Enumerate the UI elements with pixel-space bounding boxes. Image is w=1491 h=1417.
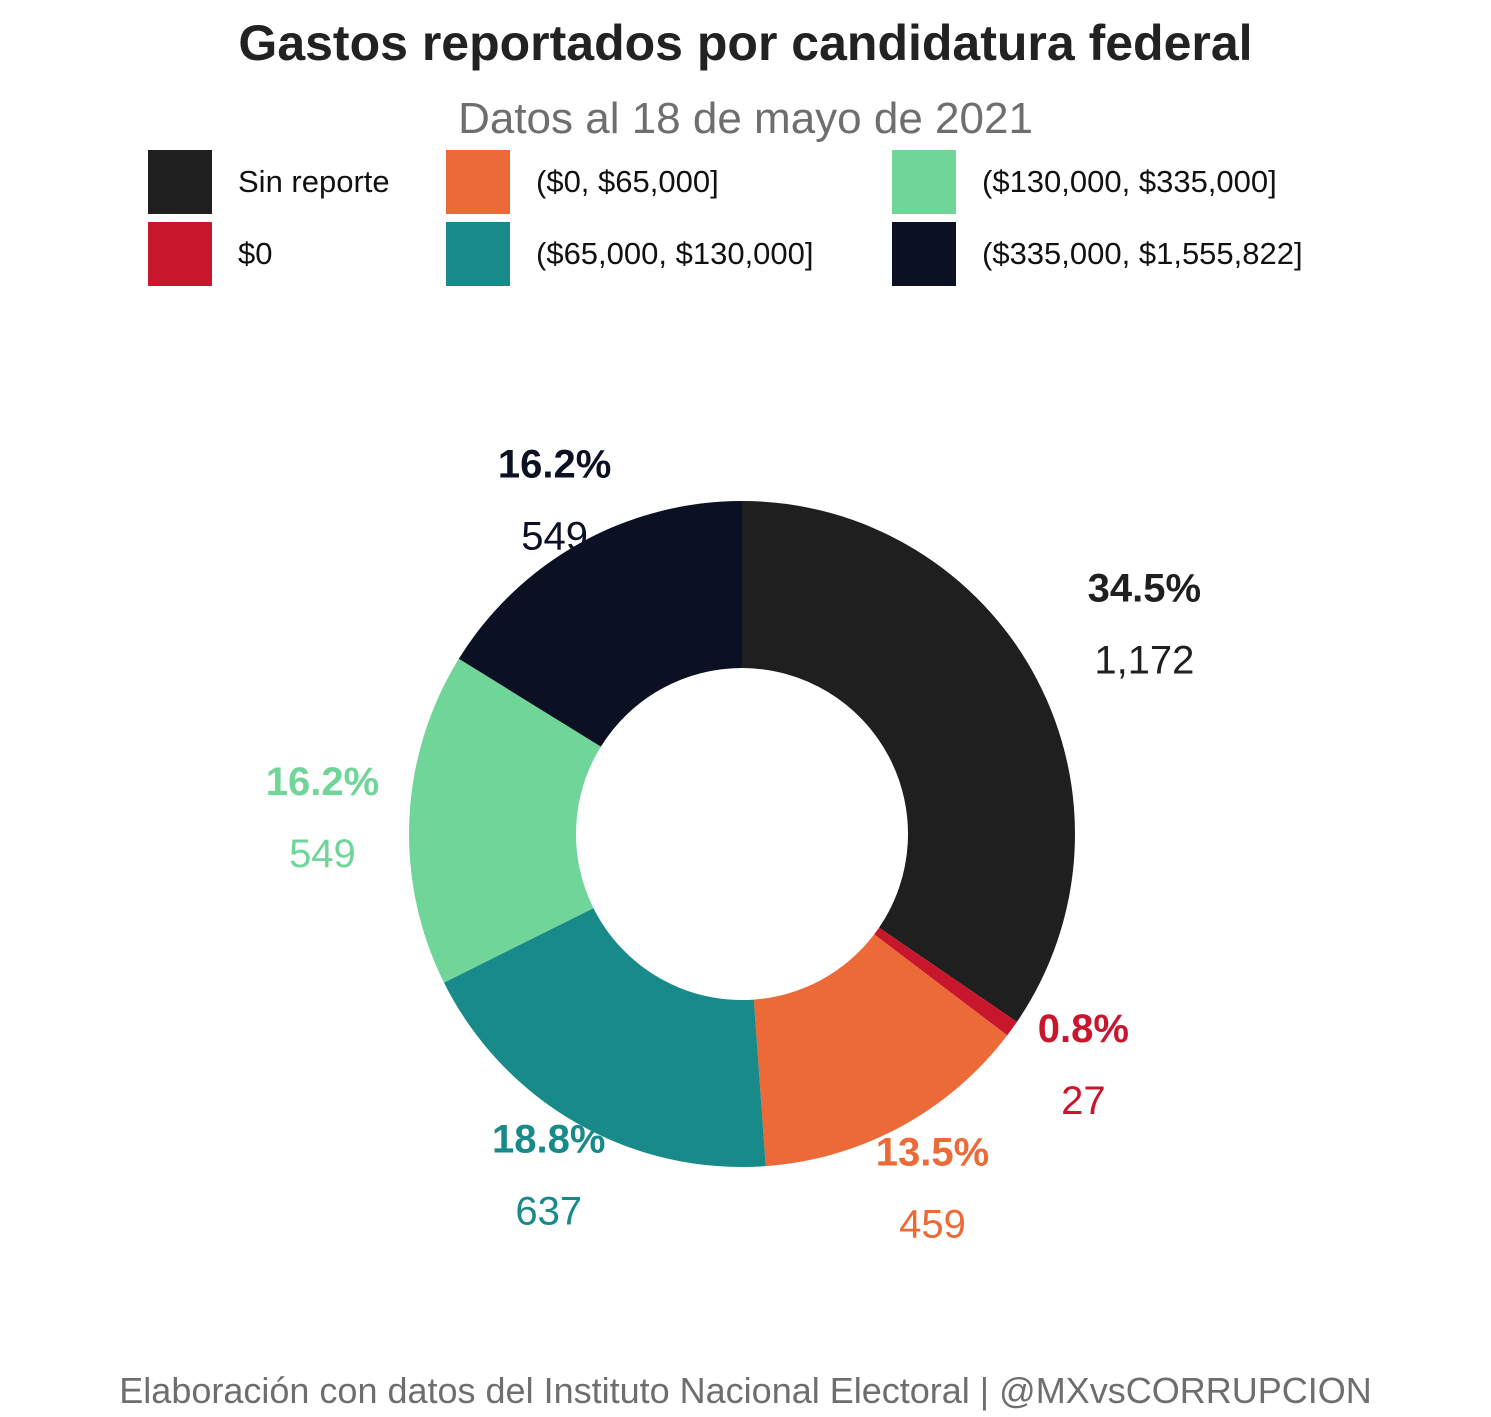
percent-label: 16.2% xyxy=(266,760,379,804)
legend-swatch xyxy=(148,222,212,286)
source-caption: Elaboración con datos del Instituto Naci… xyxy=(119,1370,1372,1411)
legend-label: $0 xyxy=(238,236,273,271)
legend-label: ($130,000, $335,000] xyxy=(982,164,1277,199)
slice-65000-130000 xyxy=(443,908,766,1167)
percent-label: 34.5% xyxy=(1088,567,1201,611)
legend-label: ($335,000, $1,555,822] xyxy=(982,236,1303,271)
legend-swatch xyxy=(892,150,956,214)
legend-swatch xyxy=(446,222,510,286)
slice-335000-1555822 xyxy=(458,501,742,747)
percent-label: 0.8% xyxy=(1038,1007,1129,1051)
count-label: 637 xyxy=(515,1190,582,1234)
slice-0-65000 xyxy=(753,934,1008,1167)
legend-label: ($65,000, $130,000] xyxy=(536,236,814,271)
legend-swatch xyxy=(892,222,956,286)
percent-label: 16.2% xyxy=(498,443,611,487)
chart-subtitle: Datos al 18 de mayo de 2021 xyxy=(458,94,1033,143)
count-label: 549 xyxy=(521,515,588,559)
legend-swatch xyxy=(148,150,212,214)
legend: Sin reporte $0 ($0, $65,000] ($65,000, $… xyxy=(0,0,1491,300)
donut-chart: 34.5% 1,172 0.8% 27 13.5% 459 18.8% 637 16.2% 549… xyxy=(266,443,1201,1247)
legend-label: ($0, $65,000] xyxy=(536,164,719,199)
count-label: 459 xyxy=(899,1203,966,1247)
slice-cero xyxy=(874,927,1017,1036)
legend-swatch xyxy=(446,150,510,214)
count-label: 549 xyxy=(289,832,356,876)
legend-label: Sin reporte xyxy=(238,164,390,199)
chart-title: Gastos reportados por candidatura federa… xyxy=(238,15,1253,71)
count-label: 27 xyxy=(1061,1079,1106,1123)
slice-130000-335000 xyxy=(408,658,601,983)
count-label: 1,172 xyxy=(1094,639,1194,683)
slice-sin-reporte xyxy=(742,501,1076,1022)
percent-label: 13.5% xyxy=(876,1131,989,1175)
percent-label: 18.8% xyxy=(492,1118,605,1162)
